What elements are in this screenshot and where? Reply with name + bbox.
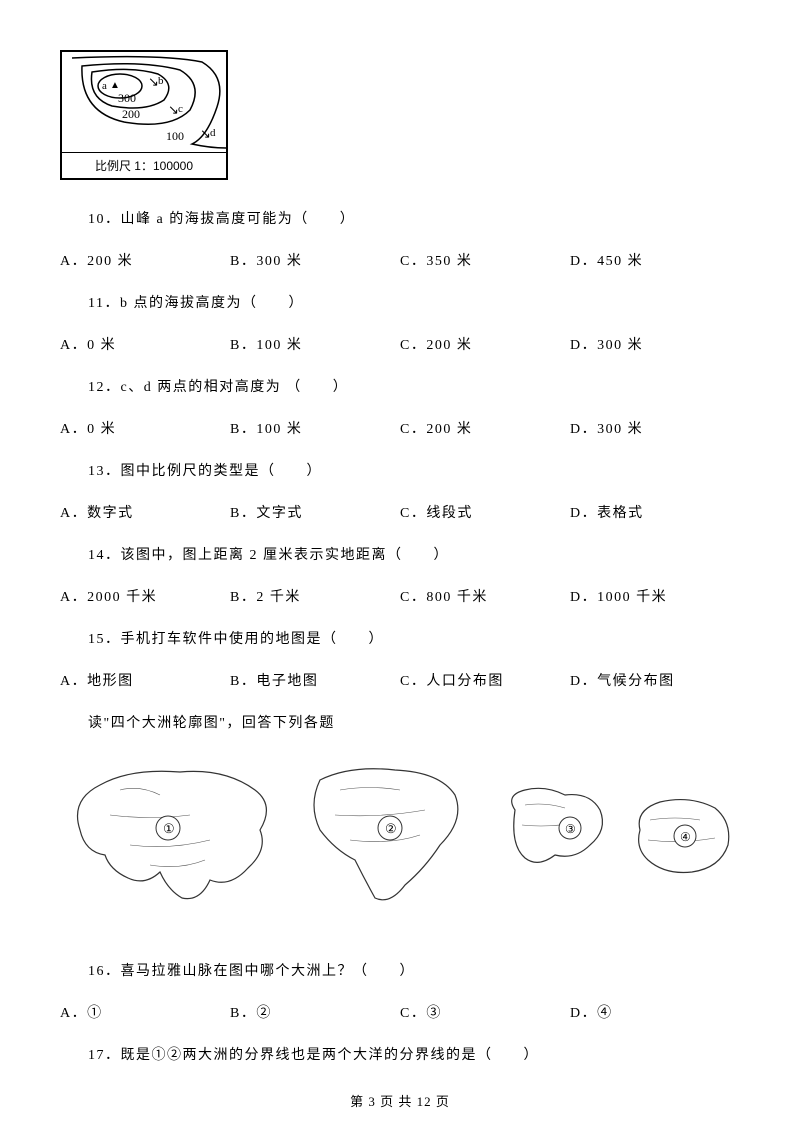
- continent-1: ①: [78, 771, 267, 898]
- q14-options: A．2000 千米 B．2 千米 C．800 千米 D．1000 千米: [60, 586, 740, 606]
- q13-opt-d: D．表格式: [570, 502, 740, 522]
- svg-text:d: d: [210, 127, 216, 139]
- q12-opt-d: D．300 米: [570, 418, 740, 438]
- question-17: 17．既是①②两大洲的分界线也是两个大洋的分界线的是（ ）: [60, 1044, 740, 1064]
- q12-options: A．0 米 B．100 米 C．200 米 D．300 米: [60, 418, 740, 438]
- q10-options: A．200 米 B．300 米 C．350 米 D．450 米: [60, 250, 740, 270]
- svg-text:a: a: [102, 80, 107, 92]
- q12-opt-c: C．200 米: [400, 418, 570, 438]
- continent-1-label: ①: [163, 821, 175, 836]
- q13-opt-b: B．文字式: [230, 502, 400, 522]
- q13-options: A．数字式 B．文字式 C．线段式 D．表格式: [60, 502, 740, 522]
- question-10: 10．山峰 a 的海拔高度可能为（ ）: [60, 208, 740, 228]
- q15-opt-b: B．电子地图: [230, 670, 400, 690]
- svg-text:200: 200: [122, 107, 140, 121]
- contour-svg: ▲ a ↘ b 300 200 ↘ c 100 ↘ d: [62, 52, 226, 152]
- q16-options: A．① B．② C．③ D．④: [60, 1002, 740, 1022]
- continents-svg: ① ② ③ ④: [60, 760, 740, 930]
- scale-label: 比例尺 1：100000: [62, 152, 226, 180]
- continent-3: ③: [512, 788, 603, 862]
- q14-opt-c: C．800 千米: [400, 586, 570, 606]
- q12-opt-b: B．100 米: [230, 418, 400, 438]
- question-11: 11．b 点的海拔高度为（ ）: [60, 292, 740, 312]
- q12-opt-a: A．0 米: [60, 418, 230, 438]
- question-15: 15．手机打车软件中使用的地图是（ ）: [60, 628, 740, 648]
- question-16: 16．喜马拉雅山脉在图中哪个大洲上？（ ）: [60, 960, 740, 980]
- q11-opt-a: A．0 米: [60, 334, 230, 354]
- q10-opt-d: D．450 米: [570, 250, 740, 270]
- peak-marker: ▲: [110, 80, 120, 91]
- q10-opt-a: A．200 米: [60, 250, 230, 270]
- instruction-continents: 读"四个大洲轮廓图"，回答下列各题: [60, 712, 740, 732]
- q15-opt-c: C．人口分布图: [400, 670, 570, 690]
- continent-2-label: ②: [385, 821, 397, 836]
- contour-area: ▲ a ↘ b 300 200 ↘ c 100 ↘ d: [62, 52, 226, 152]
- q15-opt-a: A．地形图: [60, 670, 230, 690]
- continent-4-label: ④: [680, 830, 691, 844]
- question-13: 13．图中比例尺的类型是（ ）: [60, 460, 740, 480]
- q16-opt-d: D．④: [570, 1002, 740, 1022]
- continent-3-label: ③: [565, 822, 576, 836]
- q11-opt-c: C．200 米: [400, 334, 570, 354]
- continent-4: ④: [639, 800, 729, 873]
- q16-opt-b: B．②: [230, 1002, 400, 1022]
- question-14: 14．该图中，图上距离 2 厘米表示实地距离（ ）: [60, 544, 740, 564]
- contour-map: ▲ a ↘ b 300 200 ↘ c 100 ↘ d 比例尺 1：100000: [60, 50, 228, 180]
- svg-text:100: 100: [166, 129, 184, 143]
- q14-opt-d: D．1000 千米: [570, 586, 740, 606]
- q11-opt-b: B．100 米: [230, 334, 400, 354]
- svg-text:b: b: [158, 75, 164, 87]
- svg-text:c: c: [178, 103, 183, 115]
- svg-text:300: 300: [118, 91, 136, 105]
- q11-opt-d: D．300 米: [570, 334, 740, 354]
- continents-figure: ① ② ③ ④: [60, 760, 740, 930]
- q15-opt-d: D．气候分布图: [570, 670, 740, 690]
- q10-opt-b: B．300 米: [230, 250, 400, 270]
- q11-options: A．0 米 B．100 米 C．200 米 D．300 米: [60, 334, 740, 354]
- continent-2: ②: [314, 769, 458, 900]
- page-footer: 第 3 页 共 12 页: [0, 1091, 800, 1110]
- q14-opt-a: A．2000 千米: [60, 586, 230, 606]
- q13-opt-a: A．数字式: [60, 502, 230, 522]
- q10-opt-c: C．350 米: [400, 250, 570, 270]
- q15-options: A．地形图 B．电子地图 C．人口分布图 D．气候分布图: [60, 670, 740, 690]
- q14-opt-b: B．2 千米: [230, 586, 400, 606]
- question-12: 12．c、d 两点的相对高度为 （ ）: [60, 376, 740, 396]
- q16-opt-c: C．③: [400, 1002, 570, 1022]
- q13-opt-c: C．线段式: [400, 502, 570, 522]
- q16-opt-a: A．①: [60, 1002, 230, 1022]
